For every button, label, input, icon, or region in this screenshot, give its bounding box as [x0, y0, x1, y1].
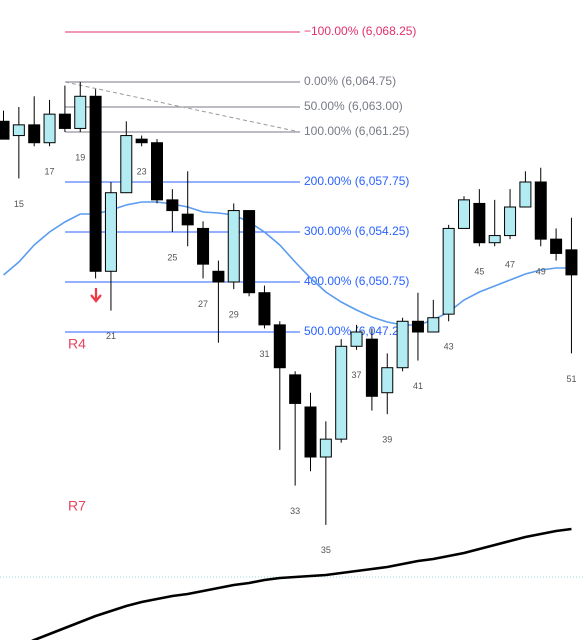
fib-levels: −100.00% (6,068.25) 0.00% (6,064.75) 50.00…	[64, 24, 416, 338]
candle-body	[43, 113, 56, 144]
bar-index: 17	[45, 167, 55, 177]
bar-index: 21	[106, 331, 116, 341]
candle-body	[519, 181, 532, 208]
candle-body	[12, 124, 25, 137]
candle-body	[304, 406, 317, 458]
candle-body	[74, 95, 87, 129]
annotation: R7	[68, 498, 86, 514]
bar-index: 49	[536, 267, 546, 277]
candle-body	[365, 338, 378, 397]
bar-index: 15	[14, 199, 24, 209]
candle-body	[104, 192, 117, 272]
bar-index: 19	[75, 152, 85, 162]
bar-index: 25	[167, 252, 177, 262]
candle-body	[504, 206, 517, 237]
bar-index: 27	[198, 299, 208, 309]
moving-averages	[2, 201, 572, 640]
sell-arrow	[90, 288, 102, 303]
candle-body	[243, 210, 256, 294]
candles	[0, 82, 578, 525]
fib-label: 300.00% (6,054.25)	[304, 224, 409, 238]
bar-index: 23	[137, 167, 147, 177]
candle-body	[473, 202, 486, 244]
annotation: R4	[68, 336, 86, 352]
candle-body	[396, 320, 409, 369]
bar-index: 51	[566, 374, 576, 384]
candle-body	[197, 227, 210, 265]
candle-body	[89, 95, 102, 272]
ma-line	[2, 201, 572, 326]
candle-body	[212, 270, 225, 283]
candle-body	[411, 320, 424, 333]
candle-body	[273, 324, 286, 369]
candle-body	[488, 235, 501, 244]
bar-index: 47	[505, 260, 515, 270]
fib-label: 400.00% (6,050.75)	[304, 274, 409, 288]
candle-body	[565, 249, 578, 276]
bar-index: 29	[229, 310, 239, 320]
candle-body	[550, 238, 563, 254]
candle-body	[381, 367, 394, 394]
candle-body	[28, 124, 41, 144]
bar-index: 45	[474, 267, 484, 277]
fib-label: 0.00% (6,064.75)	[304, 74, 396, 88]
bar-index: 31	[259, 349, 269, 359]
candle-body	[166, 199, 179, 212]
candle-body	[289, 374, 302, 404]
trend-line	[64, 81, 301, 133]
bar-index: 33	[290, 506, 300, 516]
candle-body	[258, 292, 271, 326]
ma-line	[31, 527, 572, 640]
candle-body	[135, 138, 148, 144]
candle-body	[458, 199, 470, 229]
fib-label: 100.00% (6,061.25)	[304, 124, 409, 138]
candle-body	[442, 227, 455, 315]
candle-body	[120, 135, 133, 194]
fib-label: 50.00% (6,063.00)	[304, 99, 403, 113]
fib-label: 200.00% (6,057.75)	[304, 174, 409, 188]
candle-body	[427, 317, 440, 333]
bar-index: 37	[352, 370, 362, 380]
bar-index: 39	[382, 435, 392, 445]
bar-index-labels: 15 17 19 21 23 25 27 29 31 33 35 37 39 41 43 45 47 49 51	[14, 152, 577, 555]
bar-index: 41	[413, 381, 423, 391]
candle-body	[151, 142, 163, 201]
candle-body	[534, 181, 547, 240]
candle-body	[350, 331, 363, 347]
bar-index: 35	[321, 545, 331, 555]
candle-body	[319, 438, 332, 458]
candle-body	[227, 210, 240, 283]
candle-body	[58, 113, 71, 129]
candle-body	[0, 120, 10, 140]
bar-index: 43	[444, 342, 454, 352]
candle-body	[335, 345, 348, 440]
fib-label: −100.00% (6,068.25)	[304, 24, 416, 38]
candle-body	[181, 213, 194, 226]
